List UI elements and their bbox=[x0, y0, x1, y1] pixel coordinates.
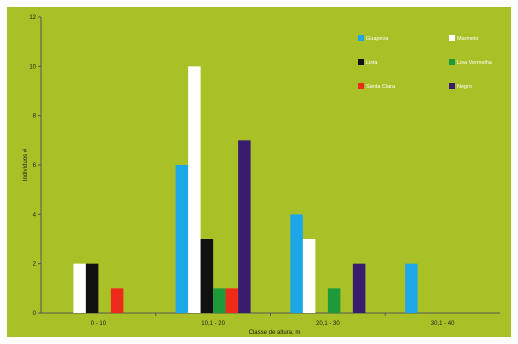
bar-guapeva bbox=[175, 165, 189, 313]
bar-lixa-vermelha bbox=[327, 288, 341, 313]
y-tick-label: 6 bbox=[33, 163, 37, 169]
bar-marmelo bbox=[188, 66, 201, 313]
legend-swatch bbox=[358, 83, 364, 89]
y-tick-labels: 0 2 4 6 8 10 12 bbox=[29, 15, 41, 317]
legend-label: Marmelo bbox=[457, 36, 478, 42]
bar-lixa-vermelha bbox=[213, 288, 226, 313]
legend-swatch bbox=[449, 83, 455, 89]
bar-marmelo bbox=[302, 239, 316, 313]
legend-swatch bbox=[358, 59, 364, 65]
bar-santa-clara bbox=[225, 288, 239, 313]
y-tick-label: 10 bbox=[29, 64, 36, 70]
x-tick-labels: 0 - 10 10,1 - 20 20,1 - 30 30,1 - 40 bbox=[91, 313, 455, 327]
y-tick-label: 8 bbox=[33, 114, 37, 120]
y-tick-label: 4 bbox=[33, 212, 37, 218]
x-tick-label: 20,1 - 30 bbox=[316, 321, 340, 327]
legend-label: Guapeva bbox=[366, 36, 389, 42]
bar-lixia bbox=[200, 239, 214, 313]
legend-label: Negro bbox=[457, 84, 472, 90]
legend-swatch bbox=[449, 35, 455, 41]
x-tick-label: 0 - 10 bbox=[91, 321, 107, 327]
bar-marmelo bbox=[73, 263, 86, 313]
y-tick-label: 2 bbox=[33, 262, 37, 268]
bars bbox=[73, 66, 418, 313]
bar-negro bbox=[352, 263, 366, 313]
legend-label: Lixa Vermelha bbox=[457, 60, 493, 66]
bar-lixia bbox=[85, 263, 99, 313]
bar-guapeva bbox=[290, 214, 303, 313]
x-tick-label: 10,1 - 20 bbox=[201, 321, 225, 327]
legend: Guapeva Marmelo Lixia Lixa Vermelha Santa Cl… bbox=[358, 35, 493, 90]
legend-label: Santa Clara bbox=[366, 84, 396, 90]
bar-santa-clara bbox=[110, 288, 124, 313]
bar-negro bbox=[238, 140, 251, 313]
y-tick-label: 0 bbox=[33, 311, 37, 317]
bar-guapeva bbox=[405, 263, 418, 313]
legend-label: Lixia bbox=[366, 60, 378, 66]
y-axis-title: Indivíduos # bbox=[23, 148, 29, 181]
y-tick-label: 12 bbox=[29, 15, 36, 21]
legend-swatch bbox=[449, 59, 455, 65]
x-tick-label: 30,1 - 40 bbox=[431, 321, 455, 327]
legend-swatch bbox=[358, 35, 364, 41]
x-axis-title: Classe de altura, m bbox=[249, 330, 301, 336]
